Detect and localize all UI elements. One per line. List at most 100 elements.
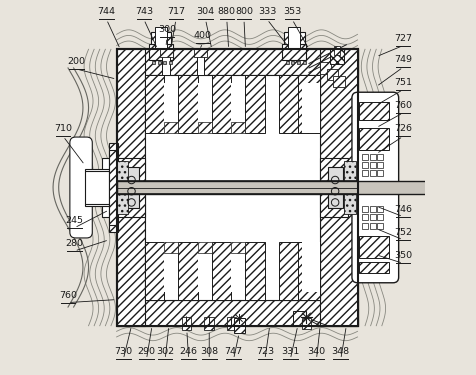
- Text: 280: 280: [65, 239, 83, 248]
- Bar: [362, 214, 368, 220]
- Bar: [163, 61, 166, 64]
- Text: 340: 340: [307, 347, 326, 356]
- Text: 246: 246: [179, 347, 198, 356]
- Bar: [182, 317, 191, 330]
- Bar: [377, 223, 383, 229]
- Text: 308: 308: [200, 347, 218, 356]
- Text: 880: 880: [218, 8, 236, 16]
- Bar: [359, 262, 389, 273]
- Bar: [158, 61, 161, 64]
- Bar: [370, 162, 376, 168]
- Bar: [362, 206, 368, 212]
- Bar: [377, 214, 383, 220]
- Bar: [279, 242, 301, 300]
- Text: 717: 717: [167, 8, 185, 16]
- Bar: [162, 53, 169, 75]
- Bar: [377, 154, 383, 160]
- Bar: [234, 318, 245, 333]
- Bar: [370, 214, 376, 220]
- Text: 760: 760: [394, 101, 412, 110]
- Text: 348: 348: [332, 347, 350, 356]
- Bar: [377, 162, 383, 168]
- Bar: [362, 170, 368, 176]
- Text: 245: 245: [65, 216, 83, 225]
- Text: 290: 290: [138, 347, 156, 356]
- Text: 200: 200: [68, 57, 86, 66]
- Bar: [102, 158, 111, 218]
- Bar: [117, 49, 145, 326]
- Bar: [231, 242, 246, 253]
- Bar: [329, 49, 345, 64]
- Bar: [359, 236, 389, 258]
- Bar: [145, 242, 164, 300]
- Bar: [231, 122, 246, 134]
- Bar: [301, 242, 320, 292]
- Bar: [377, 170, 383, 176]
- Bar: [370, 206, 376, 212]
- Text: 353: 353: [283, 8, 301, 16]
- Text: 400: 400: [194, 31, 212, 40]
- Bar: [286, 61, 289, 64]
- Text: 304: 304: [197, 8, 215, 16]
- Text: 333: 333: [258, 8, 277, 16]
- Bar: [282, 44, 307, 60]
- Bar: [246, 75, 265, 134]
- Bar: [301, 318, 311, 330]
- Bar: [359, 128, 389, 150]
- Bar: [117, 49, 357, 326]
- Bar: [301, 83, 320, 134]
- Bar: [117, 158, 145, 218]
- Bar: [335, 45, 340, 55]
- FancyBboxPatch shape: [70, 137, 92, 238]
- Bar: [152, 61, 155, 64]
- Bar: [197, 53, 204, 75]
- Bar: [178, 75, 198, 134]
- Bar: [333, 75, 345, 87]
- Bar: [327, 69, 338, 80]
- Text: 302: 302: [156, 347, 174, 356]
- Bar: [109, 142, 119, 232]
- Bar: [212, 242, 231, 300]
- Bar: [178, 242, 198, 300]
- Bar: [327, 167, 343, 208]
- Bar: [362, 223, 368, 229]
- Bar: [212, 75, 231, 134]
- Bar: [149, 44, 173, 60]
- Bar: [297, 61, 300, 64]
- Text: 710: 710: [54, 124, 72, 134]
- Bar: [145, 75, 164, 134]
- FancyBboxPatch shape: [352, 92, 399, 283]
- Bar: [359, 102, 389, 120]
- Bar: [159, 49, 173, 57]
- Bar: [164, 242, 178, 253]
- Bar: [320, 49, 357, 326]
- Bar: [109, 150, 117, 225]
- Text: 300: 300: [158, 26, 176, 34]
- Text: 730: 730: [114, 347, 132, 356]
- Text: 747: 747: [225, 347, 242, 356]
- Text: 727: 727: [394, 33, 412, 42]
- Bar: [303, 61, 306, 64]
- Text: 746: 746: [394, 205, 412, 214]
- Bar: [117, 49, 357, 75]
- Bar: [164, 122, 178, 134]
- Text: 760: 760: [59, 291, 77, 300]
- Bar: [169, 61, 172, 64]
- Bar: [291, 61, 295, 64]
- Bar: [198, 242, 212, 253]
- Bar: [298, 75, 320, 134]
- Bar: [320, 62, 331, 74]
- Bar: [194, 49, 208, 57]
- Bar: [164, 242, 178, 292]
- Bar: [293, 311, 307, 326]
- Bar: [231, 242, 246, 292]
- Bar: [198, 83, 212, 134]
- Text: 749: 749: [394, 55, 412, 64]
- Bar: [124, 167, 139, 208]
- Bar: [164, 83, 178, 134]
- Text: 331: 331: [281, 347, 299, 356]
- Bar: [151, 33, 171, 44]
- Text: 723: 723: [256, 347, 274, 356]
- Bar: [362, 154, 368, 160]
- Bar: [370, 170, 376, 176]
